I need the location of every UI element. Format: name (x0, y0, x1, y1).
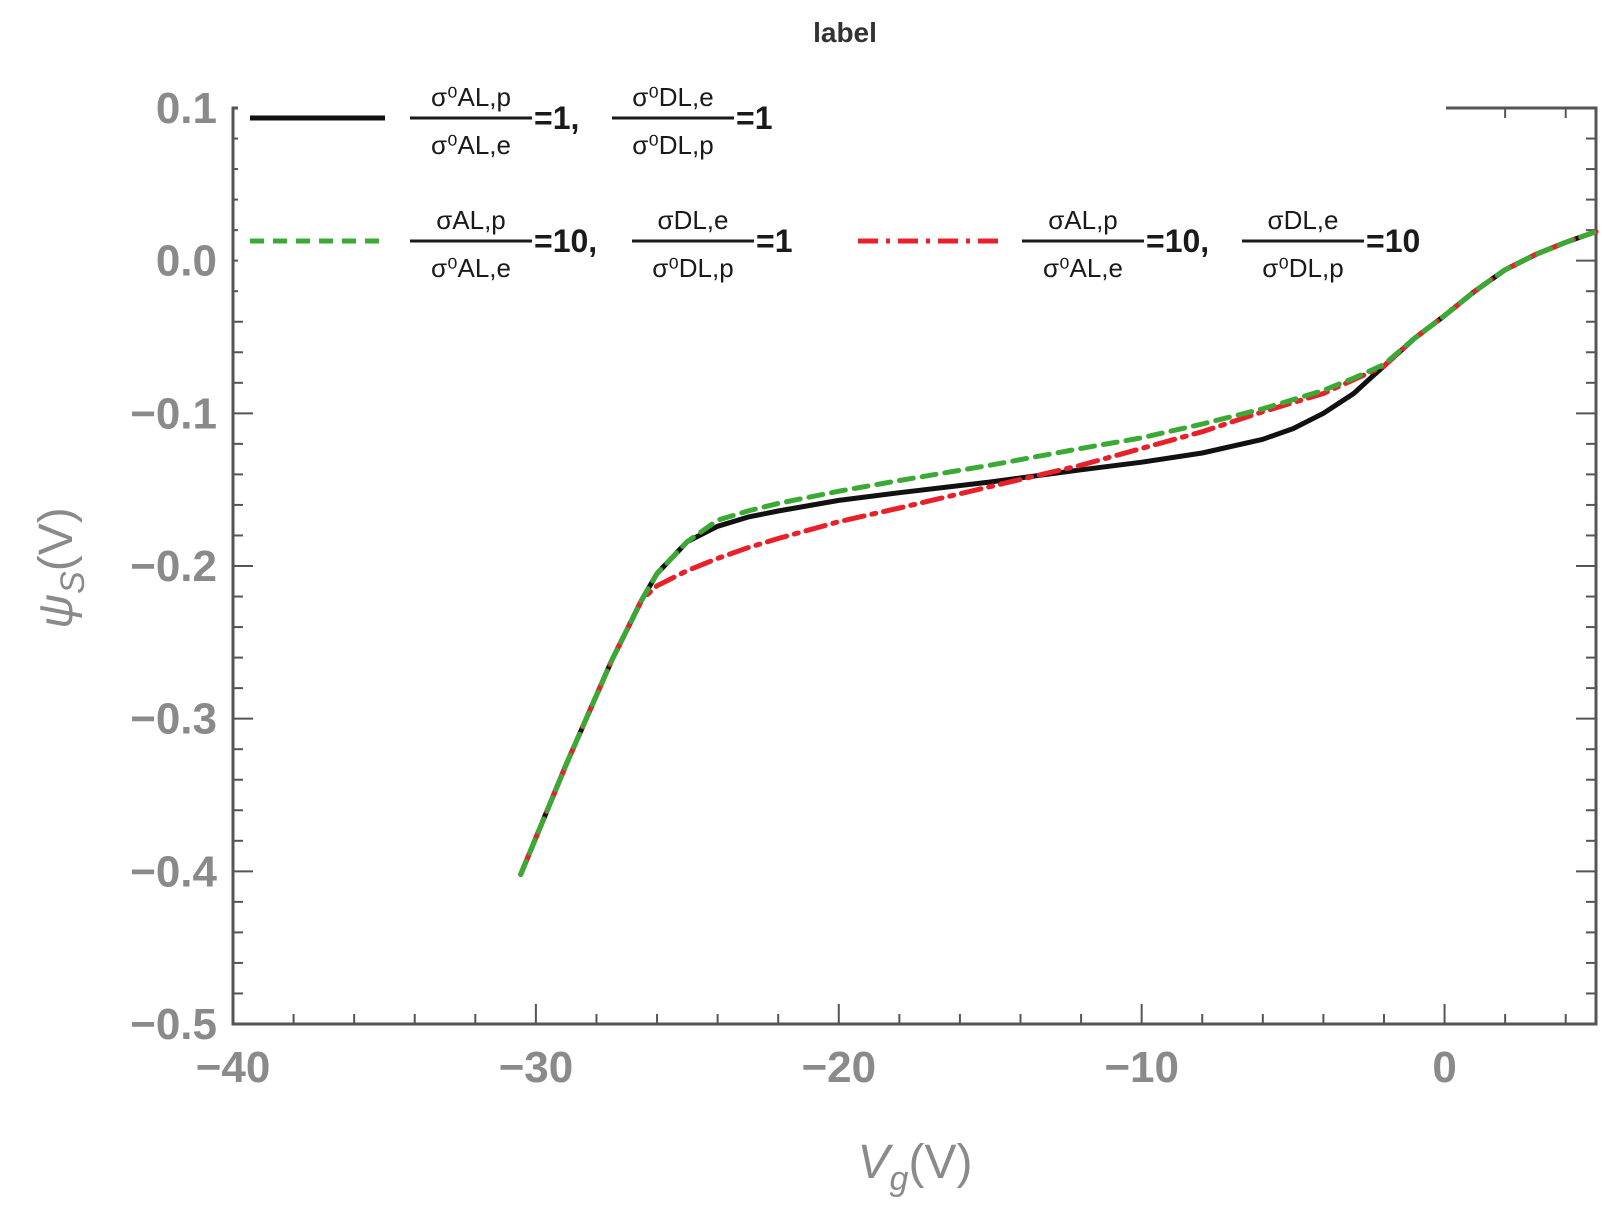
x-tick-label: −20 (801, 1043, 876, 1092)
legend-2-ratio-1-numerator: σAL,p (1048, 205, 1118, 235)
y-tick-label: −0.2 (130, 542, 217, 591)
x-tick-label: −30 (499, 1043, 574, 1092)
legend: σ⁰AL,p σ⁰AL,e =1, σ⁰DL,e σ⁰DL,p =1 σAL,p σ⁰AL,e… (250, 82, 1420, 283)
legend-2-ratio-2-numerator: σDL,e (1268, 205, 1339, 235)
legend-2-ratio-2-denominator: σ⁰DL,p (1262, 253, 1343, 283)
y-tick-label: 0.0 (156, 237, 217, 286)
series-line-0 (518, 229, 1599, 877)
x-axis-title: Vg(V) (858, 1136, 973, 1198)
axis-ticks: −40 −30 −20 −10 0 0.1 0.0 −0.1 −0.2 −0.3 −0.4 −0.5 (130, 84, 1596, 1092)
legend-0-ratio-1-denominator: σ⁰AL,e (431, 130, 511, 160)
legend-0-ratio-1-value: =1, (534, 100, 579, 136)
legend-background (238, 72, 1446, 298)
series-line-1 (518, 229, 1599, 877)
legend-0-ratio-1-numerator: σ⁰AL,p (431, 82, 511, 112)
legend-1-ratio-2-denominator: σ⁰DL,p (652, 253, 733, 283)
legend-2-ratio-2-value: =10 (1366, 223, 1420, 259)
series-layer (518, 229, 1599, 877)
legend-1-ratio-1-denominator: σ⁰AL,e (431, 253, 511, 283)
x-tick-label: −40 (196, 1043, 271, 1092)
legend-2-ratio-1-denominator: σ⁰AL,e (1043, 253, 1123, 283)
x-tick-label: −10 (1104, 1043, 1179, 1092)
legend-1-ratio-1-value: =10, (534, 223, 597, 259)
series-line-2 (518, 229, 1599, 877)
legend-0-ratio-2-denominator: σ⁰DL,p (632, 130, 713, 160)
y-tick-label: −0.3 (130, 695, 217, 744)
legend-0-ratio-2-value: =1 (736, 100, 772, 136)
y-tick-label: 0.1 (156, 84, 217, 133)
y-tick-label: −0.4 (130, 847, 217, 896)
chart-title: label (813, 17, 877, 48)
legend-0-ratio-2-numerator: σ⁰DL,e (632, 82, 713, 112)
y-tick-label: −0.1 (130, 389, 217, 438)
x-tick-label: 0 (1432, 1043, 1456, 1092)
legend-2-ratio-1-value: =10, (1146, 223, 1209, 259)
legend-1-ratio-2-value: =1 (756, 223, 792, 259)
legend-1-ratio-2-numerator: σDL,e (658, 205, 729, 235)
y-axis-title: ψS(V) (30, 507, 92, 629)
legend-1-ratio-1-numerator: σAL,p (436, 205, 506, 235)
y-tick-label: −0.5 (130, 1000, 217, 1049)
